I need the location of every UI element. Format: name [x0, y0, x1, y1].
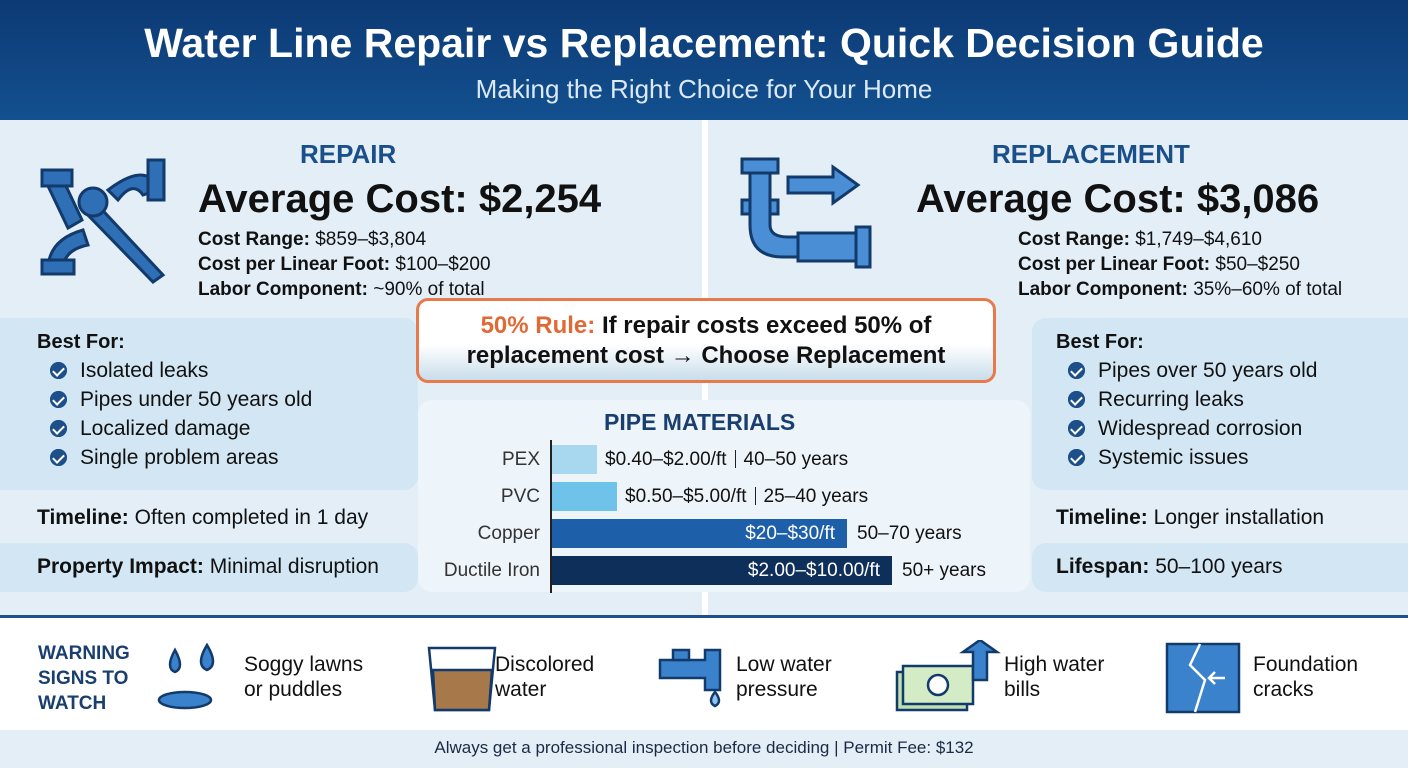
replacement-heading: REPLACEMENT [992, 139, 1190, 169]
detail: Labor Component: 35%–60% of total [1018, 277, 1342, 302]
material-name: Copper [477, 523, 540, 544]
detail-label: Cost Range: [1018, 229, 1130, 250]
material-bar [552, 556, 892, 585]
warning-sign: Low water pressure [736, 653, 832, 701]
best-for-item: Widespread corrosion [1058, 414, 1317, 443]
rule-label: 50% Rule: [480, 312, 596, 339]
separator [754, 487, 756, 505]
best-for-title: Best For: [1056, 331, 1144, 353]
detail: Labor Component: ~90% of total [198, 277, 491, 302]
warning-sign: Foundation cracks [1253, 653, 1359, 701]
repair-average-cost: Average Cost: $2,254 [198, 177, 602, 221]
header [0, 0, 1408, 120]
value: Longer installation [1153, 506, 1325, 529]
material-lifespan: 40–50 years [743, 449, 849, 470]
best-for-item: Localized damage [40, 414, 312, 443]
best-for-item: Systemic issues [1058, 443, 1317, 472]
label: Timeline: [37, 506, 129, 529]
detail-label: Cost per Linear Foot: [198, 254, 391, 275]
detail-value: $1,749–$4,610 [1135, 229, 1262, 250]
detail-value: $100–$200 [395, 254, 491, 275]
label: Property Impact: [37, 555, 204, 578]
panel [0, 543, 418, 592]
material-lifespan: 50–70 years [857, 523, 962, 544]
detail-value: 35%–60% of total [1193, 279, 1343, 300]
detail-value: $859–$3,804 [315, 229, 427, 250]
replacement-details: Cost Range: $1,749–$4,610 Cost per Linear… [1018, 227, 1342, 302]
lifespan: Lifespan: 50–100 years [1056, 555, 1282, 579]
value: Minimal disruption [209, 555, 379, 578]
material-bar [552, 445, 597, 474]
panel [1032, 543, 1408, 592]
best-for-title: Best For: [37, 331, 125, 353]
detail-label: Labor Component: [1018, 279, 1188, 300]
warning-title: WARNING SIGNS TO WATCH [38, 643, 130, 714]
warning-sign: High water bills [1004, 653, 1105, 701]
replacement-icon [740, 157, 872, 269]
material-cost: $2.00–$10.00/ft [747, 560, 880, 581]
warning-icons [157, 640, 1241, 714]
value: Often completed in 1 day [134, 506, 369, 529]
impact: Property Impact: Minimal disruption [37, 555, 379, 579]
repair-details: Cost Range: $859–$3,804 Cost per Linear F… [198, 227, 491, 302]
subtitle: Making the Right Choice for Your Home [475, 74, 933, 104]
materials-title: PIPE MATERIALS [604, 409, 796, 435]
material-name: Ductile Iron [443, 560, 540, 581]
detail: Cost per Linear Foot: $100–$200 [198, 252, 491, 277]
label: Timeline: [1056, 506, 1148, 529]
detail-value: $50–$250 [1215, 254, 1300, 275]
axis-line [550, 440, 552, 593]
best-for-item: Single problem areas [40, 443, 312, 472]
timeline: Timeline: Often completed in 1 day [37, 506, 368, 530]
material-name: PEX [501, 449, 540, 470]
material-name: PVC [500, 486, 540, 507]
material-cost: $20–$30/ft [745, 523, 835, 544]
detail: Cost Range: $859–$3,804 [198, 227, 491, 252]
best-for-item: Recurring leaks [1058, 385, 1317, 414]
rule-text: If repair costs exceed 50% of replacemen… [466, 312, 946, 369]
label: Lifespan: [1056, 555, 1150, 578]
warning-sign: Discolored water [495, 653, 595, 701]
material-cost: $0.40–$2.00/ft [605, 449, 727, 470]
rule-box: 50% Rule: If repair costs exceed 50% of … [416, 298, 996, 383]
best-for-item: Pipes under 50 years old [40, 385, 312, 414]
material-bar [552, 519, 847, 548]
footer: Always get a professional inspection bef… [434, 738, 974, 757]
best-for-list: Pipes over 50 years old Recurring leaks Wi… [1058, 356, 1317, 472]
timeline: Timeline: Longer installation [1056, 506, 1324, 530]
value: 50–100 years [1155, 555, 1283, 578]
detail: Cost Range: $1,749–$4,610 [1018, 227, 1342, 252]
best-for-item: Pipes over 50 years old [1058, 356, 1317, 385]
detail-value: ~90% of total [373, 279, 485, 300]
material-info: $0.50–$5.00/ft 25–40 years [625, 486, 868, 508]
detail: Cost per Linear Foot: $50–$250 [1018, 252, 1342, 277]
separator [734, 450, 736, 468]
detail-label: Labor Component: [198, 279, 368, 300]
detail-label: Cost Range: [198, 229, 310, 250]
material-info: $0.40–$2.00/ft 40–50 years [605, 449, 848, 471]
repair-icon [40, 158, 166, 284]
detail-label: Cost per Linear Foot: [1018, 254, 1211, 275]
best-for-list: Isolated leaks Pipes under 50 years old Lo… [40, 356, 312, 472]
best-for-item: Isolated leaks [40, 356, 312, 385]
title: Water Line Repair vs Replacement: Quick … [144, 20, 1264, 66]
material-lifespan: 50+ years [902, 560, 986, 581]
material-cost: $0.50–$5.00/ft [625, 486, 747, 507]
material-lifespan: 25–40 years [763, 486, 869, 507]
replacement-average-cost: Average Cost: $3,086 [916, 177, 1320, 221]
warning-sign: Soggy lawns or puddles [244, 653, 364, 701]
material-bar [552, 482, 617, 511]
repair-heading: REPAIR [300, 139, 397, 169]
